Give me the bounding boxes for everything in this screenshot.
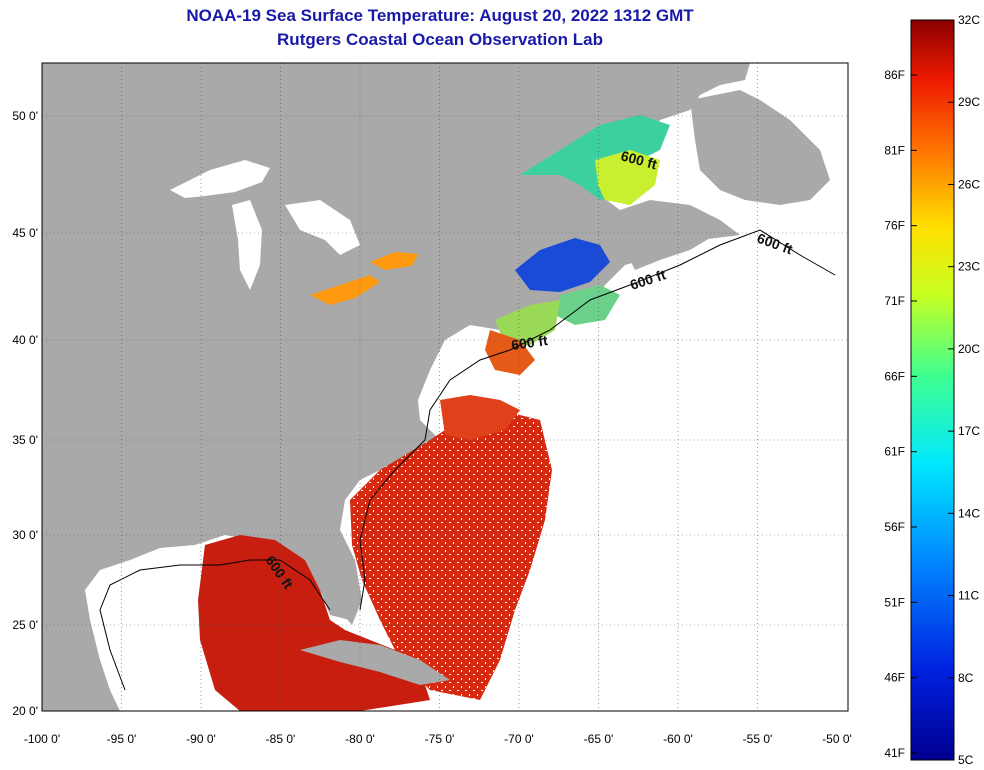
lon-label: -100 0'	[24, 732, 60, 746]
map-title: NOAA-19 Sea Surface Temperature: August …	[186, 6, 694, 25]
lake-superior	[170, 160, 270, 198]
land-newfoundland	[690, 90, 830, 205]
cuba-land	[300, 640, 450, 685]
bathymetry-contour-gulf	[99, 559, 331, 691]
lon-label: -55 0'	[743, 732, 773, 746]
colorbar-label-celsius: 14C	[958, 506, 980, 520]
lon-label: -85 0'	[266, 732, 296, 746]
colorbar-label-fahrenheit: 41F	[884, 746, 905, 760]
lat-label: 25 0'	[12, 618, 38, 632]
colorbar-label-fahrenheit: 86F	[884, 68, 905, 82]
mid-atlantic-warm	[440, 395, 520, 440]
longitude-labels: -100 0' -95 0' -90 0' -85 0' -80 0' -75 0' -70…	[24, 732, 852, 746]
lake-ontario	[370, 252, 418, 270]
lon-label: -95 0'	[107, 732, 137, 746]
florida-land	[330, 530, 362, 625]
lon-label: -60 0'	[663, 732, 693, 746]
colorbar-label-celsius: 32C	[958, 13, 980, 27]
lake-michigan	[232, 200, 262, 290]
gulf-st-lawrence-cold	[520, 115, 670, 200]
lake-huron	[285, 200, 360, 255]
colorbar-label-fahrenheit: 71F	[884, 294, 905, 308]
graticule	[42, 63, 848, 711]
colorbar-label-fahrenheit: 76F	[884, 219, 905, 233]
colorbar-label-celsius: 23C	[958, 260, 980, 274]
lon-label: -90 0'	[186, 732, 216, 746]
lon-label: -75 0'	[425, 732, 455, 746]
colorbar-label-fahrenheit: 66F	[884, 369, 905, 383]
colorbar-label-celsius: 5C	[958, 753, 974, 767]
lat-label: 45 0'	[12, 226, 38, 240]
land-nova-scotia	[620, 215, 715, 270]
colorbar-label-celsius: 20C	[958, 342, 980, 356]
lon-label: -80 0'	[345, 732, 375, 746]
lon-label: -50 0'	[822, 732, 852, 746]
lat-label: 20 0'	[12, 704, 38, 718]
lat-label: 35 0'	[12, 433, 38, 447]
colorbar-label-fahrenheit: 56F	[884, 520, 905, 534]
colorbar-label-fahrenheit: 51F	[884, 595, 905, 609]
colorbar-fahrenheit-labels: 86F 81F 76F 71F 66F 61F 56F 51F 46F 41F	[884, 68, 905, 760]
colorbar-label-celsius: 29C	[958, 95, 980, 109]
colorbar-label-fahrenheit: 61F	[884, 445, 905, 459]
lon-label: -70 0'	[504, 732, 534, 746]
colorbar-celsius-labels: 32C 29C 26C 23C 20C 17C 14C 11C 8C 5C	[958, 13, 980, 767]
gulf-st-lawrence-warm	[595, 150, 660, 205]
colorbar-label-fahrenheit: 46F	[884, 671, 905, 685]
latitude-labels: 50 0' 45 0' 40 0' 35 0' 30 0' 25 0' 20 0'	[12, 109, 38, 718]
contour-label-4: 600 ft	[510, 332, 549, 353]
shelf-warm-patch	[485, 330, 535, 375]
lake-erie	[310, 275, 380, 305]
lon-label: -65 0'	[584, 732, 614, 746]
colorbar-ticks	[911, 19, 954, 761]
colorbar-label-celsius: 8C	[958, 671, 974, 685]
shelf-waters	[495, 300, 560, 345]
map-border	[41, 62, 849, 712]
colorbar	[910, 19, 955, 761]
map-subtitle: Rutgers Coastal Ocean Observation Lab	[277, 30, 603, 49]
lat-label: 40 0'	[12, 333, 38, 347]
bathymetry-contour	[359, 229, 836, 611]
lat-label: 30 0'	[12, 528, 38, 542]
gulf-of-maine-cold	[515, 238, 610, 292]
colorbar-label-celsius: 17C	[958, 424, 980, 438]
colorbar-label-celsius: 26C	[958, 177, 980, 191]
colorbar-label-celsius: 11C	[958, 589, 979, 603]
land-north-america	[42, 63, 750, 711]
lat-label: 50 0'	[12, 109, 38, 123]
atlantic-warm-water	[350, 410, 552, 700]
colorbar-label-fahrenheit: 81F	[884, 143, 905, 157]
